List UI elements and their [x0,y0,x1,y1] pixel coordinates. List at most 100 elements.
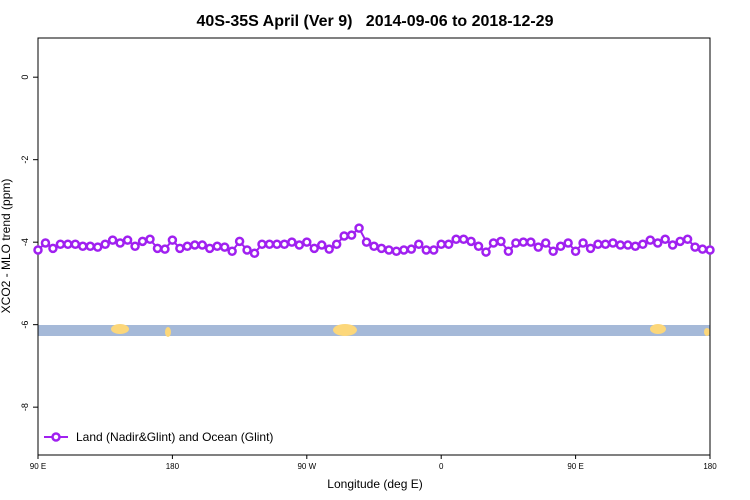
data-point [212,241,222,252]
data-point [384,245,394,255]
data-point [458,234,469,245]
land-blob [650,324,666,334]
data-point [593,239,603,249]
y-tick-label: -6 [20,321,30,329]
data-point [615,240,626,250]
x-tick-label: 90 E [567,462,583,471]
x-tick-label: 0 [439,462,444,471]
data-point [242,245,252,255]
data-point [705,245,715,255]
data-point [555,241,566,252]
data-point [436,239,446,249]
y-tick-label: -8 [20,403,30,411]
data-point [316,240,327,250]
data-point [331,239,342,249]
data-point [33,245,43,255]
y-tick-label: 0 [20,75,30,80]
data-point [533,242,544,252]
data-point [48,243,58,254]
chart-title: 40S-35S April (Ver 9) 2014-09-06 to 2018… [197,13,554,30]
data-point [675,236,685,247]
data-point [257,239,267,249]
data-point [451,234,461,245]
data-point [496,236,506,247]
data-point [361,237,372,247]
land-blob [704,328,710,336]
y-tick-label: -4 [20,238,30,246]
data-point [526,237,536,247]
data-point [115,238,125,248]
data-point [55,239,66,249]
data-point [137,236,148,247]
data-point [145,234,155,245]
data-point [652,238,663,248]
data-point [406,244,417,254]
data-point [548,246,558,256]
data-point [585,243,596,254]
data-point [481,247,491,257]
data-point [578,238,588,248]
data-point [511,238,521,248]
x-tick-label: 180 [703,462,717,471]
data-point [272,239,282,249]
data-point [227,246,237,256]
land-blob [333,324,357,336]
data-point [443,239,454,249]
data-point [346,230,357,240]
data-point [287,237,297,247]
land-blob [165,327,171,337]
data-point [645,235,656,245]
data-point [563,238,573,248]
data-point [488,238,499,248]
data-point [234,236,245,247]
data-point [204,243,215,254]
data-point [369,241,379,252]
data-point [219,242,230,252]
data-point [630,241,641,252]
data-point [473,241,484,252]
data-point [623,240,633,250]
x-tick-label: 180 [166,462,180,471]
data-point [608,238,618,248]
data-point [466,236,476,247]
data-point [70,239,81,249]
data-point [167,235,178,245]
ocean-band [38,325,710,336]
data-point [107,235,118,245]
data-point [100,239,110,249]
legend-marker [51,432,61,442]
data-point [264,239,275,249]
data-point [175,243,185,254]
data-point [63,239,73,249]
data-point [40,238,51,248]
legend-label: Land (Nadir&Glint) and Ocean (Glint) [76,430,273,444]
data-point [324,244,334,254]
data-point [309,243,320,254]
data-point [130,241,140,252]
data-point [428,245,439,255]
data-point [518,237,529,247]
data-point [279,239,290,249]
data-point [294,240,305,250]
data-point [399,245,409,255]
data-point [391,246,402,256]
data-point [638,239,648,249]
data-point [660,234,670,245]
data-point [376,243,387,254]
data-point [92,242,103,252]
land-ocean-band [38,324,710,337]
data-point [85,241,96,252]
data-point [302,237,312,247]
data-point [78,241,88,252]
data-point [570,246,581,256]
data-point [122,235,133,245]
x-axis-label: Longitude (deg E) [327,477,422,491]
data-point [540,238,551,248]
data-point [160,244,170,254]
data-point [667,240,678,250]
data-point [339,231,349,241]
data-point [690,242,700,252]
data-point [249,248,260,259]
data-point [421,245,432,255]
